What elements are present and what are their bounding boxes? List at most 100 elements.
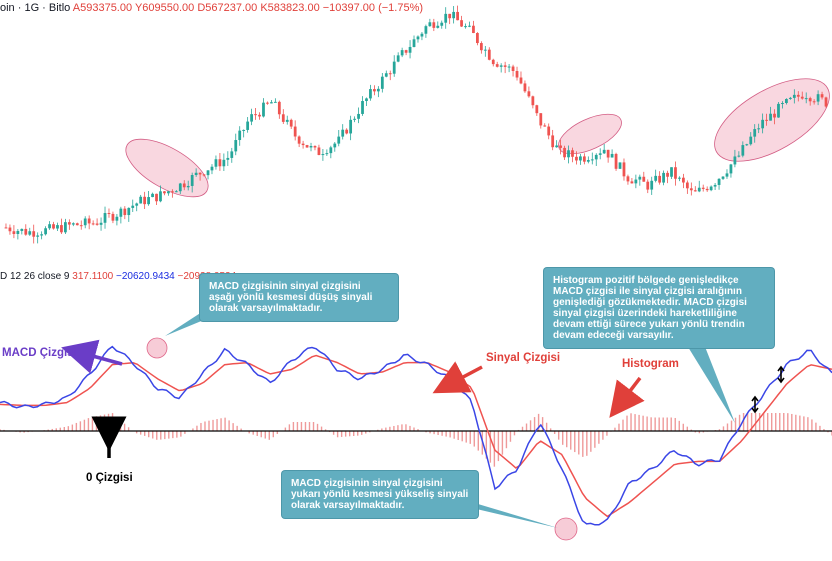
candle-body: [812, 101, 816, 103]
candle-body: [796, 94, 800, 97]
candle-body: [396, 55, 400, 62]
candle-body: [804, 98, 808, 100]
candle-body: [341, 129, 345, 137]
highlight-ellipse: [714, 78, 830, 162]
candle-body: [246, 121, 250, 130]
candle-body: [361, 101, 364, 114]
candle-body: [658, 175, 662, 183]
candle-body: [365, 98, 368, 102]
candle-body: [602, 149, 606, 154]
candle-body: [586, 160, 590, 162]
gap-arrow-icon: [751, 365, 785, 414]
candle-body: [476, 33, 479, 44]
price-header: oin · 1G · Bitlo A593375.00 Y609550.00 D…: [0, 2, 423, 14]
candle-body: [816, 94, 820, 102]
macd-histogram: [0, 413, 832, 467]
candle-body: [479, 43, 483, 51]
candle-body: [555, 145, 559, 148]
candle-body: [622, 162, 626, 177]
candle-body: [111, 213, 115, 221]
candle-body: [48, 224, 51, 229]
candle-body: [785, 98, 788, 104]
ohlc-values: A593375.00 Y609550.00 D567237.00 K583823…: [72, 2, 424, 14]
candle-body: [606, 149, 610, 158]
candle-body: [64, 222, 67, 233]
candle-body: [626, 176, 630, 182]
candle-body: [432, 22, 436, 28]
candle-body: [313, 146, 317, 148]
candle-body: [194, 172, 198, 176]
candle-body: [678, 177, 681, 179]
macd-label-arrow: [61, 339, 123, 374]
candle-body: [507, 66, 511, 68]
candle-body: [487, 49, 491, 60]
candle-body: [44, 228, 47, 235]
candle-body: [460, 20, 463, 27]
candle-body: [781, 103, 784, 105]
candle-body: [701, 187, 705, 189]
zero-line-label: 0 Çizgisi: [86, 472, 133, 484]
candle-body: [749, 136, 753, 145]
candle-body: [773, 113, 776, 118]
candle-body: [266, 102, 269, 104]
candle-body: [725, 173, 729, 177]
candle-body: [147, 197, 150, 205]
candle-body: [761, 119, 765, 129]
callout-cross-up: MACD çizgisinin sinyal çizgisini yukarı …: [282, 471, 478, 518]
candle-body: [610, 153, 614, 158]
candle-body: [582, 156, 586, 162]
candle-body: [575, 156, 578, 161]
candle-body: [337, 136, 341, 144]
candle-body: [345, 129, 349, 134]
candle-body: [737, 155, 741, 157]
candle-body: [333, 143, 337, 148]
candle-body: [491, 59, 495, 65]
candle-body: [685, 182, 689, 189]
candle-body: [424, 26, 428, 34]
candle-body: [682, 177, 685, 183]
candle-body: [186, 185, 190, 188]
candle-body: [174, 191, 178, 193]
candle-body: [523, 83, 527, 92]
candle-body: [198, 172, 202, 175]
candle-body: [630, 181, 634, 184]
callout-cross-down: MACD çizgisinin sinyal çizgisini aşağı y…: [200, 274, 398, 321]
candle-body: [745, 144, 749, 146]
candle-body: [24, 228, 28, 235]
candle-body: [297, 136, 301, 144]
candle-body: [733, 156, 737, 165]
candle-body: [535, 105, 539, 114]
candle-body: [258, 114, 261, 117]
candle-body: [376, 88, 380, 92]
candle-body: [440, 22, 444, 26]
candle-body: [697, 187, 701, 192]
candle-body: [741, 145, 745, 156]
candle-body: [464, 26, 467, 28]
candle-body: [87, 218, 91, 224]
candle-body: [202, 174, 206, 176]
candle-body: [170, 191, 174, 193]
candle-body: [388, 73, 392, 75]
candle-body: [642, 176, 646, 182]
candle-body: [325, 153, 329, 155]
candle-body: [151, 193, 154, 198]
candle-body: [729, 164, 733, 174]
candle-body: [206, 170, 210, 176]
candle-body: [634, 179, 638, 184]
histogram-label: Histogram: [622, 358, 679, 370]
candle-body: [563, 147, 566, 158]
candle-body: [650, 180, 654, 190]
cross-up-marker: [554, 517, 578, 541]
candle-body: [579, 156, 582, 161]
candle-body: [412, 39, 416, 47]
candle-body: [808, 98, 812, 102]
candle-body: [380, 76, 384, 89]
candle-body: [416, 36, 420, 40]
candle-body: [483, 49, 487, 51]
candle-body: [666, 172, 669, 177]
candle-body: [75, 223, 79, 226]
signal-label-arrow: [432, 361, 483, 394]
candle-body: [721, 176, 725, 179]
